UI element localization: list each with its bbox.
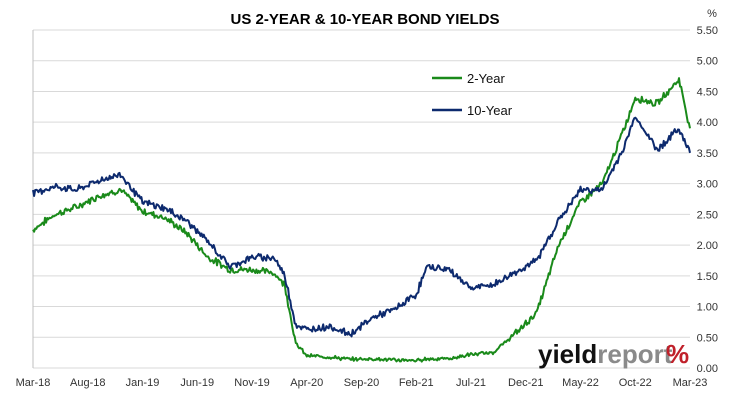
legend-label-2-year: 2-Year [467, 71, 505, 86]
x-tick-label: Feb-21 [399, 377, 434, 389]
logo-word-report: report [597, 339, 672, 369]
x-tick-label: Mar-23 [673, 377, 708, 389]
x-tick-label: Jun-19 [180, 377, 214, 389]
x-tick-label: Jan-19 [126, 377, 160, 389]
x-tick-label: Mar-18 [16, 377, 51, 389]
x-tick-label: Oct-22 [619, 377, 652, 389]
x-tick-label: May-22 [562, 377, 599, 389]
y-tick-label: 2.00 [697, 240, 718, 252]
y-tick-label: 0.50 [697, 332, 718, 344]
yieldreport-logo: yieldreport % [538, 339, 689, 369]
x-tick-label: Jul-21 [456, 377, 486, 389]
series-line-10-year [32, 116, 691, 338]
svg-text:yieldreport: yieldreport [538, 339, 673, 369]
y-tick-label: 4.50 [697, 86, 718, 98]
y-tick-label: 2.50 [697, 209, 718, 221]
y-tick-label: 0.00 [697, 363, 718, 375]
series-line-2-year [32, 77, 691, 363]
y-axis-unit: % [707, 8, 717, 20]
x-tick-label: Sep-20 [344, 377, 379, 389]
legend: 2-Year 10-Year [432, 71, 513, 118]
y-tick-label: 1.00 [697, 302, 718, 314]
y-tick-label: 5.50 [697, 25, 718, 37]
legend-label-10-year: 10-Year [467, 103, 513, 118]
x-tick-label: Aug-18 [70, 377, 105, 389]
logo-word-yield: yield [538, 339, 597, 369]
y-tick-label: 4.00 [697, 117, 718, 129]
gridlines [32, 29, 690, 369]
x-tick-label: Dec-21 [508, 377, 543, 389]
y-tick-label: 5.00 [697, 56, 718, 68]
x-axis-ticks: Mar-18 Aug-18 Jan-19 Jun-19 Nov-19 Apr-20 Sep-… [16, 377, 708, 389]
x-tick-label: Apr-20 [290, 377, 323, 389]
y-tick-label: 1.50 [697, 271, 718, 283]
x-tick-label: Nov-19 [234, 377, 269, 389]
logo-percent-symbol: % [666, 339, 689, 369]
chart-title: US 2-YEAR & 10-YEAR BOND YIELDS [231, 11, 500, 28]
y-axis-ticks: 0.00 0.50 1.00 1.50 2.00 2.50 3.00 3.50 4.00 4.50… [697, 25, 718, 375]
y-tick-label: 3.50 [697, 148, 718, 160]
series-lines [32, 77, 691, 363]
y-tick-label: 3.00 [697, 179, 718, 191]
